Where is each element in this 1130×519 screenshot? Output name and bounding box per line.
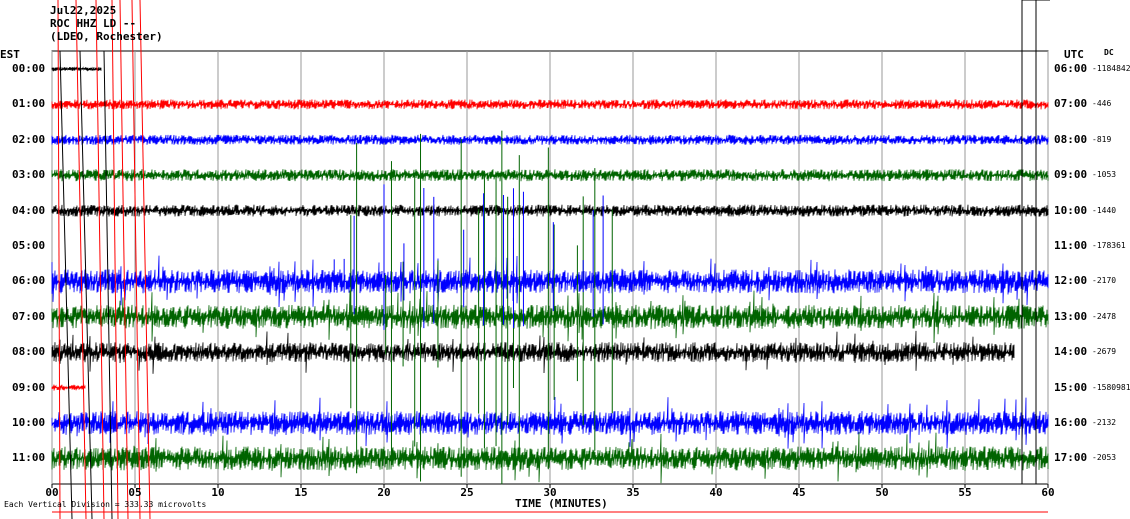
dc-offset-label: -446 (1092, 99, 1112, 109)
station-label: ROC HHZ LD -- (50, 17, 137, 30)
x-tick-label: 45 (792, 486, 806, 499)
trace-line (51, 134, 1049, 145)
dc-offset-label: -2170 (1092, 276, 1117, 286)
trace-line (51, 99, 1049, 110)
est-hour-label: 08:00 (12, 345, 46, 359)
trace-line (51, 169, 1049, 182)
saturated-trace (59, 50, 73, 519)
trace-line (51, 255, 1049, 308)
utc-hour-label: 10:00 (1054, 203, 1088, 217)
x-tick-label: 55 (958, 486, 972, 499)
trace-line (51, 432, 1049, 484)
date-label: Jul22,2025 (50, 4, 117, 17)
x-tick-label: 30 (543, 486, 557, 499)
x-axis-label: TIME (MINUTES) (515, 497, 608, 510)
trace-line (51, 330, 1015, 374)
saturated-trace (131, 0, 141, 519)
est-hour-label: 04:00 (12, 203, 46, 217)
saturated-trace (95, 0, 105, 519)
trace-line (51, 290, 1049, 344)
x-tick-label: 10 (211, 486, 225, 499)
dc-title: DC (1104, 48, 1114, 57)
est-hour-label: 03:00 (12, 168, 46, 182)
utc-hour-label: 15:00 (1054, 380, 1088, 394)
est-hour-label: 09:00 (12, 380, 46, 394)
dc-offset-label: -819 (1092, 134, 1112, 144)
dc-offset-label: -2132 (1092, 418, 1117, 427)
est-hour-label: 00:00 (12, 62, 46, 75)
saturated-trace (57, 0, 61, 519)
est-hour-label: 11:00 (12, 451, 46, 465)
saturated-trace (111, 0, 119, 519)
x-tick-label: 35 (626, 486, 640, 499)
utc-hour-label: 17:00 (1054, 451, 1088, 465)
trace-line (51, 66, 102, 72)
x-tick-label: 00 (45, 486, 59, 499)
saturated-trace (1021, 0, 1050, 484)
dc-offset-label: -178361 (1092, 241, 1126, 250)
dc-offset-label: -1053 (1092, 170, 1117, 180)
utc-title: UTC (1064, 48, 1084, 61)
x-tick-label: 20 (377, 486, 391, 499)
utc-hour-label: 08:00 (1054, 132, 1088, 146)
x-tick-label: 05 (128, 486, 142, 499)
est-hour-label: 05:00 (12, 239, 46, 252)
utc-hour-label: 07:00 (1054, 97, 1088, 111)
saturated-trace (103, 50, 113, 519)
scale-footer: Each Vertical Division = 333.33 microvol… (4, 500, 207, 509)
saturated-trace (119, 0, 129, 519)
trace-line (51, 204, 1049, 217)
saturated-trace (75, 0, 87, 519)
dc-offset-label: -2478 (1092, 311, 1117, 321)
x-tick-label: 50 (875, 486, 889, 499)
est-title: EST (0, 48, 20, 61)
saturated-trace (139, 0, 151, 519)
x-tick-label: 60 (1041, 486, 1055, 499)
dc-offset-label: -2053 (1092, 453, 1117, 463)
utc-hour-label: 16:00 (1054, 416, 1088, 429)
est-hour-label: 07:00 (12, 309, 46, 323)
utc-hour-label: 14:00 (1054, 345, 1088, 359)
est-hour-label: 06:00 (12, 274, 46, 288)
x-tick-label: 15 (294, 486, 308, 499)
x-tick-label: 25 (460, 486, 474, 499)
est-hour-label: 02:00 (12, 132, 46, 146)
est-hour-label: 10:00 (12, 416, 46, 429)
utc-hour-label: 11:00 (1054, 239, 1088, 252)
dc-offset-label: -1440 (1092, 205, 1117, 215)
dc-offset-label: -1580981 (1092, 382, 1130, 392)
dc-offset-label: -1184842 (1092, 64, 1130, 73)
est-hour-label: 01:00 (12, 97, 46, 111)
utc-hour-label: 13:00 (1054, 309, 1088, 323)
utc-hour-label: 12:00 (1054, 274, 1088, 288)
trace-line (51, 396, 1049, 449)
saturated-trace (79, 50, 93, 519)
utc-hour-label: 09:00 (1054, 168, 1088, 182)
utc-hour-label: 06:00 (1054, 62, 1088, 75)
x-tick-label: 40 (709, 486, 723, 499)
location-label: (LDEO, Rochester) (50, 30, 163, 43)
dc-offset-label: -2679 (1092, 347, 1117, 357)
